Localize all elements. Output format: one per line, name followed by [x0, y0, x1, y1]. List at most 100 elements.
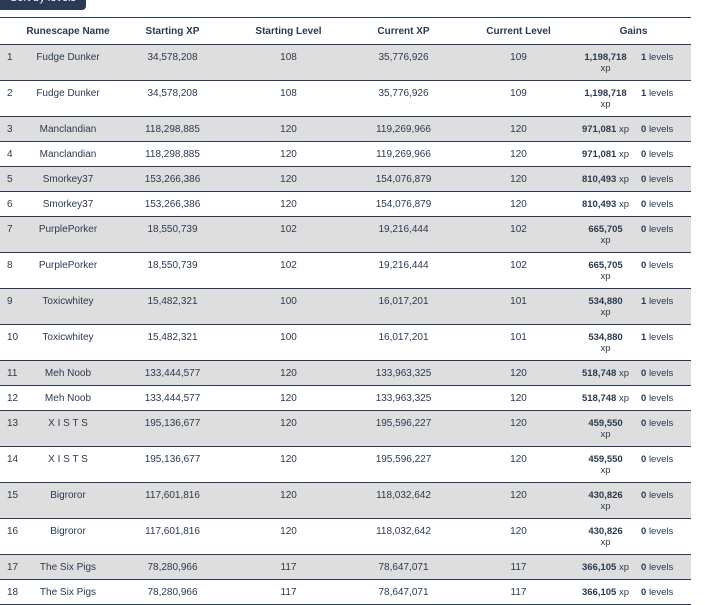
rank-cell: 6 — [0, 191, 22, 217]
gain-xp-cell: 534,880 xp — [576, 324, 635, 361]
current-level-cell: 120 — [461, 446, 576, 483]
gain-xp-value: 534,880 — [588, 332, 623, 343]
starting-level-cell: 120 — [231, 410, 346, 447]
current-xp-cell: 133,963,325 — [346, 385, 461, 411]
gain-xp-cell: 1,198,718 xp — [576, 44, 635, 81]
runescape-name-cell: Bigroror — [22, 518, 114, 555]
sort-by-levels-button[interactable]: Sort by levels — [0, 0, 87, 10]
gain-levels-unit: levels — [648, 124, 674, 135]
starting-level-cell: 120 — [231, 116, 346, 142]
current-level-cell: 120 — [461, 385, 576, 411]
header-current-level[interactable]: Current Level — [461, 17, 576, 45]
runescape-name-cell: Manclandian — [22, 116, 114, 142]
gain-levels-value: 1 — [641, 296, 647, 307]
starting-xp-cell: 117,601,816 — [114, 518, 231, 555]
gain-levels-value: 1 — [641, 88, 647, 99]
gain-levels-unit: levels — [648, 296, 674, 307]
gain-xp-unit: xp — [600, 271, 611, 282]
gain-levels-value: 0 — [641, 562, 647, 573]
gain-xp-value: 665,705 — [588, 224, 623, 235]
starting-level-cell: 120 — [231, 191, 346, 217]
gain-xp-cell: 665,705 xp — [576, 252, 635, 289]
gain-xp-cell: 534,880 xp — [576, 288, 635, 325]
gain-xp-unit: xp — [600, 63, 611, 74]
starting-level-cell: 120 — [231, 360, 346, 386]
runescape-name-cell: PurplePorker — [22, 216, 114, 253]
table-row: 8 PurplePorker 18,550,739 102 19,216,444 102 6… — [0, 252, 692, 289]
gain-xp-unit: xp — [600, 465, 611, 476]
current-level-cell: 120 — [461, 360, 576, 386]
gain-levels-cell: 0 levels — [635, 554, 692, 580]
table-row: 3 Manclandian 118,298,885 120 119,269,966 120… — [0, 116, 692, 142]
gain-xp-cell: 459,550 xp — [576, 446, 635, 483]
current-level-cell: 101 — [461, 324, 576, 361]
table-row: 12 Meh Noob 133,444,577 120 133,963,325 120 51… — [0, 385, 692, 411]
gain-levels-unit: levels — [648, 454, 674, 465]
gain-xp-cell: 459,550 xp — [576, 410, 635, 447]
table-row: 17 The Six Pigs 78,280,966 117 78,647,071 117… — [0, 554, 692, 580]
runescape-name-cell: PurplePorker — [22, 252, 114, 289]
rank-cell: 3 — [0, 116, 22, 142]
gain-levels-cell: 0 levels — [635, 360, 692, 386]
header-starting-xp[interactable]: Starting XP — [114, 17, 231, 45]
starting-xp-cell: 133,444,577 — [114, 360, 231, 386]
current-xp-cell: 119,269,966 — [346, 116, 461, 142]
header-current-xp[interactable]: Current XP — [346, 17, 461, 45]
gain-xp-cell: 1,198,718 xp — [576, 80, 635, 117]
starting-xp-cell: 78,280,966 — [114, 554, 231, 580]
starting-xp-cell: 34,578,208 — [114, 80, 231, 117]
starting-level-cell: 120 — [231, 166, 346, 192]
header-starting-level[interactable]: Starting Level — [231, 17, 346, 45]
starting-xp-cell: 117,601,816 — [114, 482, 231, 519]
gain-xp-cell: 430,826 xp — [576, 518, 635, 555]
gain-levels-unit: levels — [648, 418, 674, 429]
starting-xp-cell: 118,298,885 — [114, 116, 231, 142]
starting-level-cell: 102 — [231, 252, 346, 289]
header-gains[interactable]: Gains — [576, 17, 692, 45]
gain-xp-value: 518,748 — [581, 393, 617, 404]
current-level-cell: 120 — [461, 191, 576, 217]
runescape-name-cell: Meh Noob — [22, 385, 114, 411]
gain-levels-value: 0 — [641, 224, 647, 235]
table-row: 2 Fudge Dunker 34,578,208 108 35,776,926 109 1… — [0, 80, 692, 117]
starting-level-cell: 120 — [231, 482, 346, 519]
gain-xp-cell: 430,826 xp — [576, 482, 635, 519]
current-level-cell: 109 — [461, 80, 576, 117]
current-level-cell: 120 — [461, 141, 576, 167]
header-rank — [0, 17, 22, 45]
gain-levels-value: 0 — [641, 199, 647, 210]
table-row: 11 Meh Noob 133,444,577 120 133,963,325 120 51… — [0, 360, 692, 386]
gain-xp-cell: 665,705 xp — [576, 216, 635, 253]
gain-levels-cell: 1 levels — [635, 44, 692, 81]
gain-levels-cell: 0 levels — [635, 252, 692, 289]
gain-levels-value: 0 — [641, 174, 647, 185]
starting-level-cell: 117 — [231, 554, 346, 580]
starting-xp-cell: 15,482,321 — [114, 324, 231, 361]
gain-levels-value: 0 — [641, 124, 647, 135]
current-level-cell: 120 — [461, 410, 576, 447]
runescape-name-cell: Bigroror — [22, 482, 114, 519]
current-xp-cell: 78,647,071 — [346, 554, 461, 580]
gain-xp-cell: 518,748 xp — [576, 385, 635, 411]
rank-cell: 13 — [0, 410, 22, 447]
rank-cell: 8 — [0, 252, 22, 289]
current-xp-cell: 154,076,879 — [346, 191, 461, 217]
gain-levels-cell: 1 levels — [635, 80, 692, 117]
rank-cell: 16 — [0, 518, 22, 555]
starting-xp-cell: 18,550,739 — [114, 252, 231, 289]
table-row: 7 PurplePorker 18,550,739 102 19,216,444 102 6… — [0, 216, 692, 253]
runescape-name-cell: X I S T S — [22, 410, 114, 447]
gain-levels-unit: levels — [648, 332, 674, 343]
gain-xp-unit: xp — [600, 307, 611, 318]
current-xp-cell: 19,216,444 — [346, 252, 461, 289]
gain-levels-value: 0 — [641, 418, 647, 429]
starting-xp-cell: 118,298,885 — [114, 141, 231, 167]
header-runescape-name[interactable]: Runescape Name — [22, 17, 114, 45]
gain-levels-unit: levels — [648, 224, 674, 235]
gain-xp-unit: xp — [600, 537, 611, 548]
gain-levels-value: 0 — [641, 587, 647, 598]
table-row: 15 Bigroror 117,601,816 120 118,032,642 120 43… — [0, 482, 692, 519]
gain-xp-value: 459,550 — [588, 418, 623, 429]
gain-xp-cell: 810,493 xp — [576, 166, 635, 192]
gain-levels-value: 0 — [641, 393, 647, 404]
